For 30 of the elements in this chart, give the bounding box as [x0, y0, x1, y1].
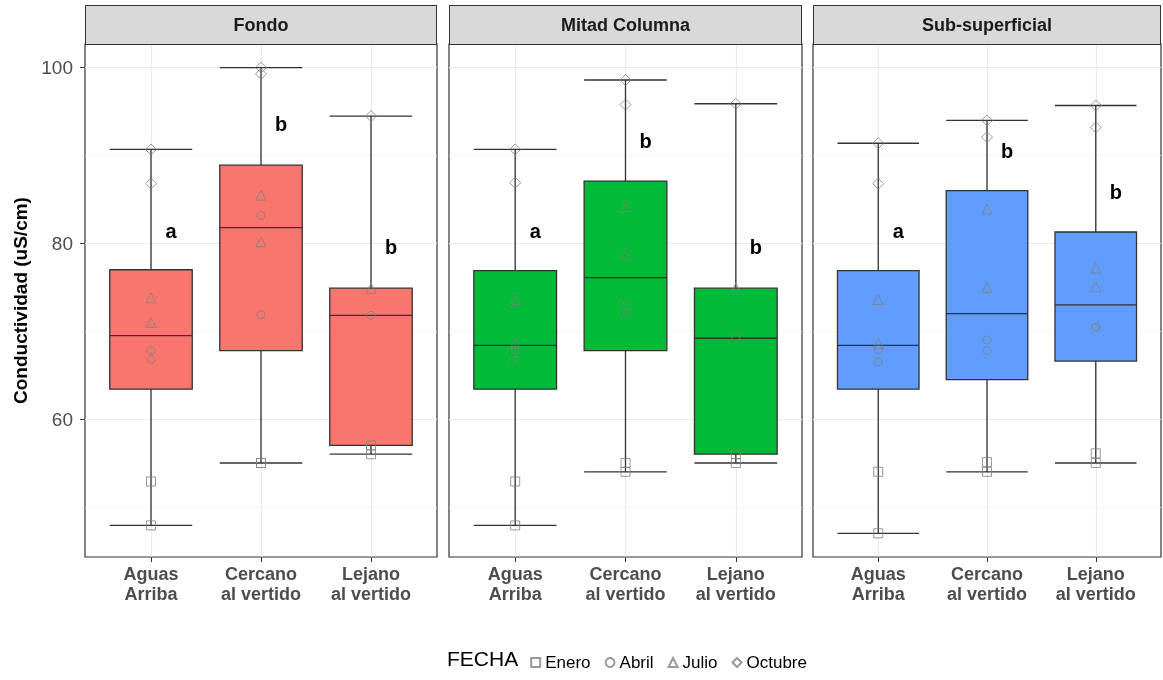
x-tick-label: Aguas Arriba	[123, 564, 179, 604]
x-tick-label: Lejano al vertido	[330, 564, 412, 604]
y-tick-label: 100	[41, 57, 73, 79]
chart-title: Sub-superficial	[813, 5, 1161, 45]
x-tick-label: Cercano al vertido	[585, 564, 666, 604]
x-tick-label: Lejano al vertido	[695, 564, 776, 604]
annotation: b	[1000, 140, 1014, 163]
annotation: b	[384, 235, 398, 258]
chart-title: Fondo	[85, 5, 437, 45]
y-tick-label: 60	[51, 408, 73, 430]
x-tick-label: Aguas Arriba	[487, 564, 543, 604]
chart-title: Mitad Columna	[449, 5, 802, 45]
legend-label: Julio	[682, 653, 718, 672]
x-tick-label: Lejano al vertido	[1055, 564, 1136, 604]
x-tick-label: Aguas Arriba	[850, 564, 906, 604]
annotation: a	[529, 220, 542, 243]
annotation: b	[274, 112, 288, 135]
legend-label: Enero	[545, 653, 591, 672]
annotation: b	[639, 129, 652, 152]
annotation: a	[165, 220, 178, 243]
annotation: b	[749, 235, 762, 258]
y-axis-title: Conductividad (uS/cm)	[10, 197, 32, 404]
legend-title: FECHA	[447, 647, 519, 670]
x-tick-label: Cercano al vertido	[946, 564, 1028, 604]
annotation: b	[1109, 181, 1122, 204]
legend-label: Abril	[619, 653, 654, 672]
annotation: a	[892, 220, 905, 243]
legend-label: Octubre	[746, 653, 807, 672]
x-tick-label: Cercano al vertido	[220, 564, 302, 604]
y-tick-label: 80	[51, 232, 73, 254]
